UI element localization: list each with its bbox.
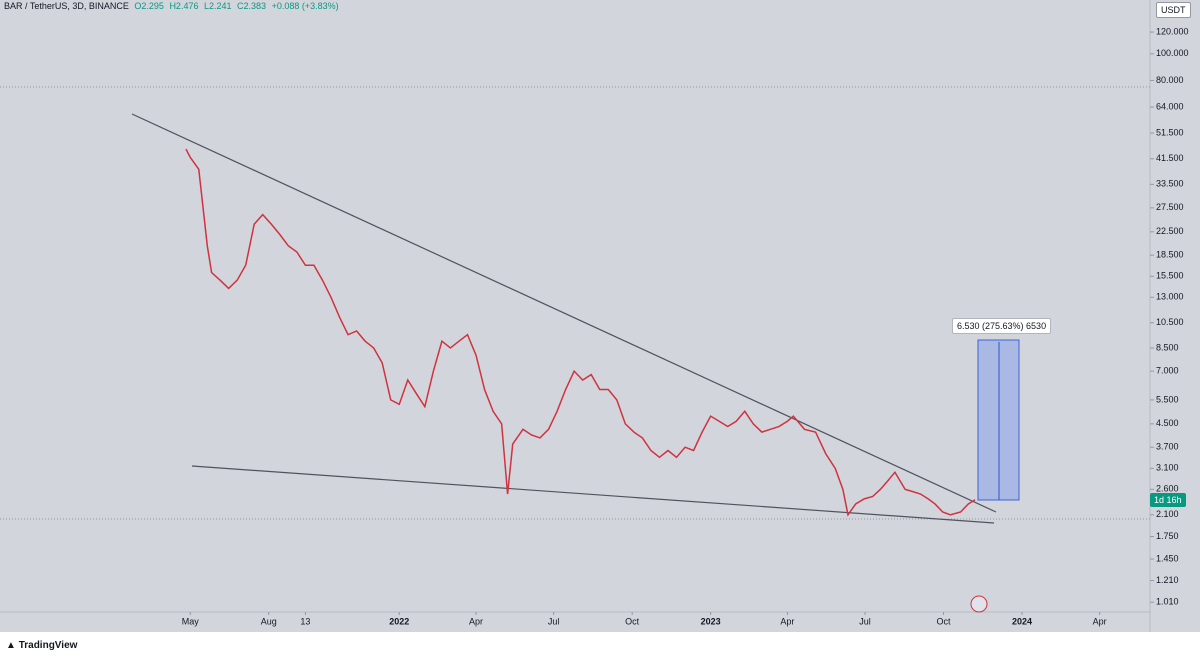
y-tick-label: 3.100 bbox=[1156, 463, 1179, 473]
y-tick-label: 1.010 bbox=[1156, 597, 1179, 607]
change: +0.088 (+3.83%) bbox=[271, 1, 339, 11]
branding-text: TradingView bbox=[18, 640, 78, 651]
branding: ▲ TradingView bbox=[6, 640, 78, 651]
y-tick-label: 7.000 bbox=[1156, 366, 1179, 376]
y-tick-label: 18.500 bbox=[1156, 250, 1184, 260]
y-tick-label: 4.500 bbox=[1156, 418, 1179, 428]
x-tick-label: Apr bbox=[780, 616, 794, 626]
chart-background bbox=[0, 0, 1200, 632]
symbol-header: BAR / TetherUS, 3D, BINANCE O2.295 H2.47… bbox=[4, 1, 342, 11]
event-icon[interactable] bbox=[970, 595, 988, 613]
x-tick-label: Aug bbox=[261, 616, 277, 626]
y-tick-label: 27.500 bbox=[1156, 202, 1184, 212]
measure-label: 6.530 (275.63%) 6530 bbox=[952, 318, 1052, 334]
y-tick-label: 8.500 bbox=[1156, 342, 1179, 352]
y-tick-label: 3.700 bbox=[1156, 442, 1179, 452]
open: O2.295 bbox=[134, 1, 164, 11]
chart: 120.000 100.000 80.000 64.000 51.500 41.500 33… bbox=[0, 0, 1200, 632]
x-tick-label: Oct bbox=[625, 616, 640, 626]
x-tick-label: 2023 bbox=[701, 616, 721, 626]
x-tick-label: May bbox=[182, 616, 200, 626]
x-tick-label: Apr bbox=[1093, 616, 1107, 626]
y-tick-label: 15.500 bbox=[1156, 271, 1184, 281]
x-tick-label: 13 bbox=[300, 616, 310, 626]
support-trendline bbox=[191, 465, 995, 524]
y-tick-label: 5.500 bbox=[1156, 394, 1179, 404]
x-tick-label: 2024 bbox=[1012, 616, 1032, 626]
low: L2.241 bbox=[203, 1, 232, 11]
x-tick-label: 2022 bbox=[389, 616, 409, 626]
bar-countdown: 1d 16h bbox=[1150, 493, 1186, 507]
x-tick-label: Jul bbox=[859, 616, 871, 626]
currency-button[interactable]: USDT bbox=[1156, 2, 1191, 18]
y-tick-label: 13.000 bbox=[1156, 292, 1184, 302]
y-tick-label: 100.000 bbox=[1156, 48, 1189, 58]
y-tick-label: 64.000 bbox=[1156, 101, 1184, 111]
y-tick-label: 120.000 bbox=[1156, 26, 1189, 36]
y-tick-label: 2.600 bbox=[1156, 484, 1179, 494]
close: C2.383 bbox=[237, 1, 267, 11]
y-tick-label: 2.100 bbox=[1156, 509, 1179, 519]
y-tick-label: 80.000 bbox=[1156, 75, 1184, 85]
y-tick-label: 10.500 bbox=[1156, 317, 1184, 327]
high: H2.476 bbox=[169, 1, 199, 11]
y-tick-label: 41.500 bbox=[1156, 153, 1184, 163]
y-tick-label: 22.500 bbox=[1156, 226, 1184, 236]
y-tick-label: 1.450 bbox=[1156, 553, 1179, 563]
y-tick-label: 51.500 bbox=[1156, 127, 1184, 137]
x-tick-label: Jul bbox=[548, 616, 560, 626]
price-line bbox=[185, 148, 976, 517]
x-tick-label: Apr bbox=[469, 616, 483, 626]
resistance-trendline bbox=[131, 113, 997, 513]
y-tick-label: 33.500 bbox=[1156, 179, 1184, 189]
y-tick-label: 1.210 bbox=[1156, 575, 1179, 585]
symbol[interactable]: BAR / TetherUS, 3D, BINANCE bbox=[4, 1, 129, 11]
x-tick-label: Oct bbox=[937, 616, 952, 626]
y-tick-label: 1.750 bbox=[1156, 531, 1179, 541]
